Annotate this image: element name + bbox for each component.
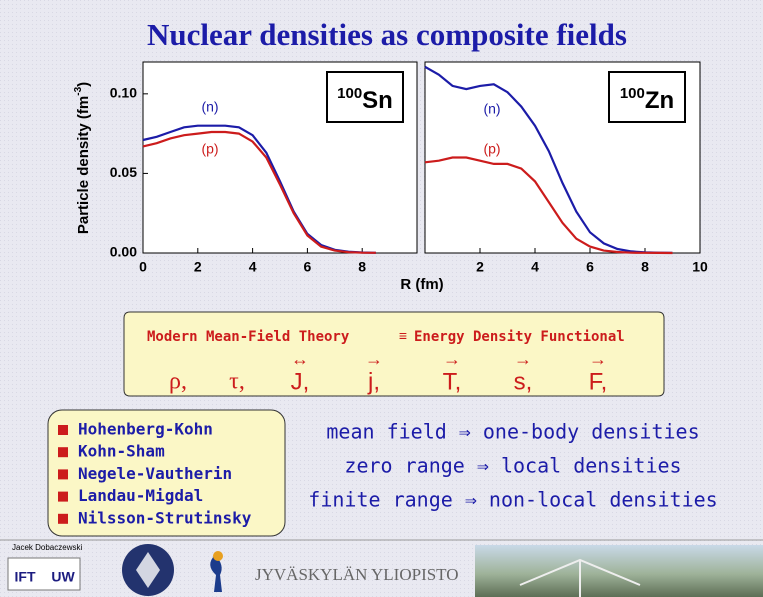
nucleus-mass: 100 — [337, 85, 362, 102]
field-accent: ↔ — [291, 349, 309, 369]
nucleus-label: 100Sn — [337, 85, 393, 114]
uw-text: UW — [51, 569, 75, 585]
photo — [475, 545, 763, 597]
y-tick-label: 0.00 — [110, 244, 137, 260]
method: Kohn-Sham — [78, 442, 165, 461]
bullet — [58, 491, 68, 502]
statement: zero range ⇒ local densities — [344, 454, 681, 478]
bullet — [58, 469, 68, 480]
scroll — [123, 311, 665, 397]
field-symbol: F, — [589, 368, 608, 395]
x-tick-label: 6 — [304, 259, 312, 275]
method: Landau-Migdal — [78, 486, 203, 505]
nucleus-label: 100Zn — [620, 85, 674, 114]
statement: finite range ⇒ non-local densities — [308, 488, 717, 512]
series-label: (p) — [201, 141, 218, 157]
field-symbol: τ, — [229, 369, 245, 395]
x-tick-label: 4 — [531, 259, 539, 275]
bullet — [58, 513, 68, 524]
x-axis-label: R (fm) — [400, 276, 443, 293]
scroll-equiv: ≡ — [399, 328, 407, 344]
torch-flame — [213, 551, 223, 561]
author: Jacek Dobaczewski — [12, 543, 82, 552]
scroll-theory: Modern Mean-Field Theory — [147, 329, 350, 345]
x-tick-label: 10 — [692, 259, 708, 275]
y-label-end: ) — [75, 82, 92, 87]
x-tick-label: 0 — [139, 259, 147, 275]
method: Negele-Vautherin — [78, 464, 232, 483]
scroll-functional: Energy Density Functional — [414, 329, 625, 345]
method: Hohenberg-Kohn — [78, 420, 213, 439]
x-tick-label: 2 — [194, 259, 202, 275]
y-tick-label: 0.10 — [110, 85, 137, 101]
slide-title: Nuclear densities as composite fields — [147, 17, 627, 52]
field-symbol: T, — [443, 368, 462, 395]
density-line — [424, 65, 673, 254]
bullet — [58, 425, 68, 435]
field-symbol: j, — [367, 368, 380, 395]
ift-text: IFT — [15, 569, 36, 585]
torch-logo — [210, 555, 222, 592]
x-tick-label: 2 — [476, 259, 484, 275]
statement: mean field ⇒ one-body densities — [326, 420, 699, 444]
methods-box — [47, 409, 286, 537]
x-tick-label: 8 — [358, 259, 366, 275]
x-tick-label: 4 — [249, 259, 257, 275]
nucleus-symbol: Zn — [645, 87, 674, 114]
density-line — [424, 156, 673, 255]
label-box — [608, 71, 686, 123]
field-accent: → — [443, 349, 461, 369]
y-label-exp: -3 — [73, 86, 84, 95]
university: JYVÄSKYLÄN YLIOPISTO — [255, 565, 459, 584]
series-label: (n) — [201, 99, 218, 115]
field-symbol: ρ, — [169, 369, 187, 395]
x-tick-label: 6 — [586, 259, 594, 275]
y-tick-label: 0.05 — [110, 164, 137, 180]
ift-logo — [7, 557, 81, 591]
nucleus-mass: 100 — [620, 85, 645, 102]
series-label: (n) — [483, 101, 500, 117]
x-tick-label: 8 — [641, 259, 649, 275]
series-label: (p) — [483, 141, 500, 157]
photo-bridge — [519, 558, 641, 597]
field-accent: → — [514, 349, 532, 369]
method: Nilsson-Strutinsky — [78, 508, 252, 527]
y-axis-label: Particle density (fm-3) — [73, 82, 92, 234]
field-symbol: s, — [514, 368, 533, 395]
crest-emblem — [136, 552, 160, 588]
label-box — [326, 71, 404, 123]
field-symbol: J, — [291, 368, 310, 395]
field-accent: → — [589, 349, 607, 369]
bullet — [58, 447, 68, 458]
density-line — [142, 130, 376, 254]
field-accent: → — [365, 349, 383, 369]
y-label-text: Particle density (fm — [75, 96, 92, 234]
nucleus-symbol: Sn — [362, 87, 393, 114]
